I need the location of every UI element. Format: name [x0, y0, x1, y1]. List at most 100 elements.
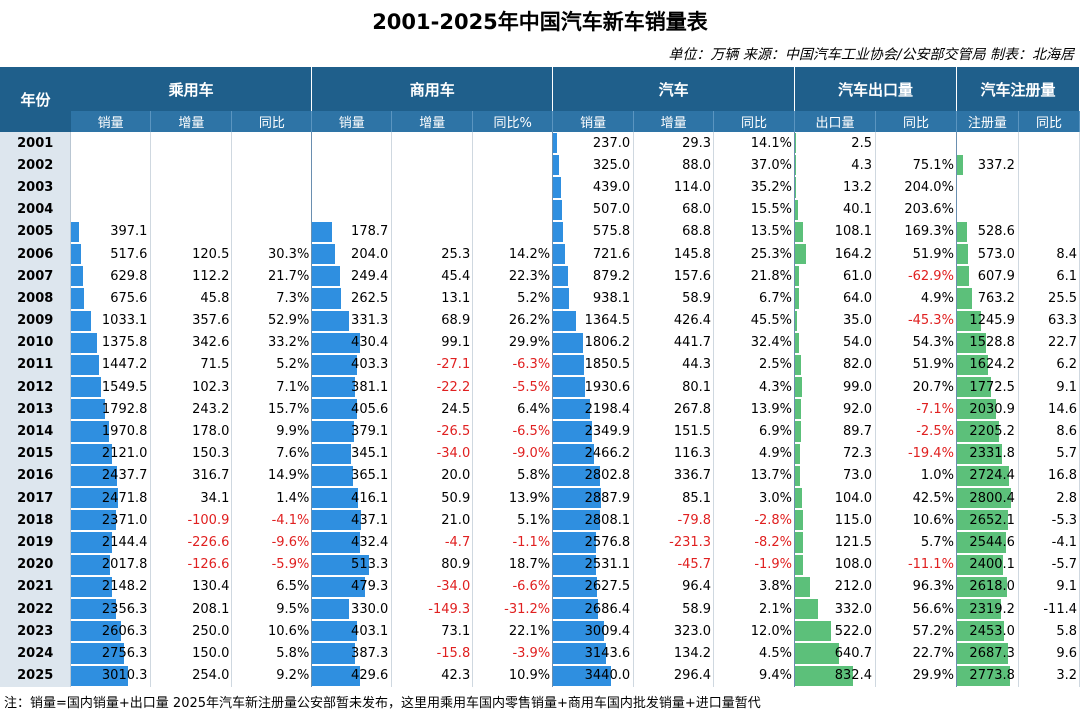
year-cell: 2002	[0, 154, 72, 177]
data-bar	[71, 465, 118, 486]
table-row: 2013 1792.8 243.2 15.7% 405.6 24.5 6.4% 2198.4 2…	[0, 398, 1080, 421]
bar-value-label: 3143.6	[584, 645, 631, 661]
value-cell: 9.9%	[231, 420, 313, 443]
bar-cell: 13.2	[794, 176, 876, 199]
data-bar	[312, 665, 360, 686]
data-bar	[312, 465, 353, 486]
data-bar	[312, 621, 357, 642]
data-bar	[553, 133, 558, 154]
bar-cell: 89.7	[794, 420, 876, 443]
year-cell: 2005	[0, 220, 72, 243]
value-cell: 6.4%	[472, 398, 554, 421]
data-bar	[795, 421, 802, 442]
bar-value-label: 2887.9	[584, 490, 631, 506]
data-bar	[71, 621, 121, 642]
bar-cell: 2802.8	[552, 464, 635, 487]
value-cell: 8.6	[1018, 420, 1080, 443]
bar-value-label: 262.5	[351, 290, 389, 306]
data-bar	[956, 443, 1002, 464]
data-bar	[956, 621, 1004, 642]
bar-value-label: 3440.0	[584, 668, 631, 684]
year-cell: 2006	[0, 242, 72, 266]
value-cell: 5.8	[1018, 620, 1080, 643]
data-bar	[795, 443, 801, 464]
value-cell: 14.6	[1018, 398, 1080, 421]
value-cell: 34.1	[150, 487, 233, 510]
bar-cell: 938.1	[552, 287, 635, 310]
bar-cell: 104.0	[794, 487, 876, 510]
bar-value-label: 2576.8	[584, 534, 631, 550]
bar-cell: 405.6	[311, 398, 393, 421]
value-cell: 21.0	[391, 509, 474, 532]
bar-value-label: 178.7	[351, 224, 389, 240]
value-cell: -100.9	[150, 509, 233, 532]
bar-cell: 1549.5	[70, 376, 152, 399]
value-cell: -9.6%	[231, 531, 313, 554]
table-row: 2008 675.6 45.8 7.3% 262.5 13.1 5.2% 938.1 58.9 6…	[0, 287, 1080, 310]
bar-value-label: 522.0	[834, 623, 872, 639]
bar-cell: 2618.0	[956, 575, 1019, 598]
bar-cell: 721.6	[552, 242, 635, 266]
data-bar	[71, 576, 113, 597]
data-bar	[553, 221, 563, 242]
value-cell: 57.2%	[875, 620, 957, 643]
table-row: 2025 3010.3 254.0 9.2% 429.6 42.3 10.9% 3440.0 2…	[0, 664, 1080, 687]
bar-value-label: 2198.4	[584, 401, 631, 417]
bar-cell: 1970.8	[70, 420, 152, 443]
value-cell: 4.3%	[713, 376, 796, 399]
header-registration: 汽车注册量	[956, 67, 1080, 111]
value-cell: 13.1	[391, 287, 474, 310]
bar-value-label: 108.1	[834, 224, 872, 240]
value-cell: 80.1	[633, 376, 715, 399]
bar-value-label: 1375.8	[101, 335, 148, 351]
data-bar	[553, 465, 601, 486]
bar-value-label: 1033.1	[101, 313, 148, 329]
value-cell: -3.9%	[472, 642, 554, 665]
bar-value-label: 879.2	[592, 268, 631, 284]
bar-value-label: 2800.4	[969, 490, 1015, 506]
sales-table: 年份 乘用车 商用车 汽车 汽车出口量 汽车注册量 销量 增量 同比 销量 增量…	[0, 67, 1080, 687]
value-cell: 6.7%	[713, 287, 796, 310]
bar-value-label: 2531.1	[584, 557, 631, 573]
bar-cell: 2773.8	[956, 664, 1019, 687]
value-cell: 5.7	[1018, 442, 1080, 465]
bar-value-label: 325.0	[592, 157, 631, 173]
value-cell: 145.8	[633, 242, 715, 266]
bar-cell: 262.5	[311, 287, 393, 310]
value-cell: 51.9%	[875, 242, 957, 266]
bar-cell: 429.6	[311, 664, 393, 687]
value-cell: 10.6%	[875, 509, 957, 532]
value-cell	[150, 132, 233, 155]
data-bar	[312, 354, 357, 376]
data-bar	[71, 266, 84, 287]
bar-value-label: 721.6	[592, 246, 631, 262]
bar-cell: 121.5	[794, 531, 876, 554]
bar-value-label: 2356.3	[101, 601, 148, 617]
value-cell: -149.3	[391, 597, 474, 621]
bar-cell: 82.0	[794, 353, 876, 377]
data-bar	[71, 332, 98, 353]
data-bar	[956, 377, 991, 398]
bar-cell: 3143.6	[552, 642, 635, 665]
bar-cell: 40.1	[794, 198, 876, 221]
bar-cell: 332.0	[794, 597, 876, 621]
value-cell: 13.9%	[472, 487, 554, 510]
bar-value-label: 2349.9	[584, 424, 631, 440]
year-cell: 2010	[0, 331, 72, 354]
data-bar	[312, 310, 349, 331]
bar-cell: 2400.1	[956, 553, 1019, 576]
bar-value-label: 3010.3	[101, 668, 148, 684]
data-bar	[956, 532, 1006, 553]
data-bar	[795, 576, 810, 597]
data-bar	[553, 665, 611, 686]
value-cell	[231, 132, 313, 155]
data-bar	[956, 266, 969, 287]
bar-cell	[956, 176, 1019, 199]
bar-cell: 2371.0	[70, 509, 152, 532]
value-cell: 71.5	[150, 353, 233, 377]
sub-header: 销量	[311, 111, 393, 132]
data-bar	[71, 510, 117, 531]
data-bar	[553, 354, 585, 376]
value-cell: 13.9%	[713, 398, 796, 421]
bar-cell: 403.1	[311, 620, 393, 643]
